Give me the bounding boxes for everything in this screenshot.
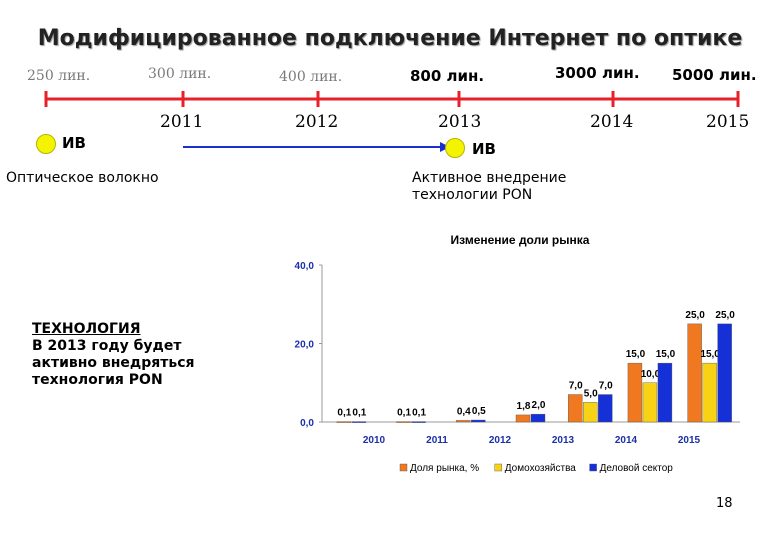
legend-swatch: [589, 463, 597, 472]
x-tick-label: 2014: [615, 435, 638, 446]
data-label: 0,1: [337, 408, 351, 419]
data-label: 0,1: [397, 408, 411, 419]
marker-circle-icon: [445, 138, 465, 158]
bar: [411, 421, 426, 423]
legend-swatch: [399, 463, 408, 472]
x-tick-label: 2011: [426, 435, 448, 446]
bar: [336, 421, 352, 423]
line-count-label: 400 лин.: [279, 69, 342, 85]
marker-caption-line: Активное внедрение: [412, 170, 567, 186]
bar: [687, 323, 702, 423]
y-tick-label: 20,0: [295, 340, 315, 351]
data-label: 5,0: [584, 388, 598, 399]
bar: [642, 382, 658, 423]
bar: [456, 420, 471, 423]
bar: [515, 414, 531, 423]
data-label: 1,8: [517, 401, 531, 412]
marker-caption: Оптическое волокно: [6, 170, 159, 186]
data-label: 2,0: [532, 400, 546, 411]
technology-heading: ТЕХНОЛОГИЯ: [32, 321, 141, 337]
legend-swatch: [494, 463, 503, 472]
data-label: 15,0: [700, 349, 720, 360]
marker-circle-icon: [36, 134, 56, 154]
slide-title: Модифицированное подключение Интернет по…: [37, 26, 743, 51]
data-label: 15,0: [656, 349, 676, 360]
chart-title: Изменение доли рынка: [451, 233, 590, 247]
year-label: 2014: [590, 112, 633, 132]
marker-caption-line: технологии PON: [412, 187, 533, 203]
bar: [583, 402, 598, 423]
bar: [657, 362, 673, 423]
timeline: 250 лин. 300 лин. 400 лин. 800 лин. 3000 лин…: [27, 64, 757, 152]
line-count-label: 300 лин.: [148, 66, 211, 82]
x-tick-label: 2010: [363, 435, 386, 446]
y-tick-label: 40,0: [295, 261, 315, 272]
bar: [717, 323, 732, 423]
line-count-label: 3000 лин.: [555, 64, 640, 82]
technology-body: В 2013 году будет активно внедряться тех…: [32, 338, 195, 388]
bar: [627, 362, 643, 423]
bar: [568, 394, 583, 423]
legend-entry: Доля рынка, %: [410, 463, 479, 474]
bar: [396, 421, 411, 423]
line-count-label: 250 лин.: [27, 68, 90, 84]
data-label: 10,0: [641, 369, 661, 380]
bar: [702, 362, 717, 423]
line-count-label: 800 лин.: [410, 67, 484, 85]
x-tick-label: 2015: [678, 435, 701, 446]
data-label: 0,1: [352, 408, 366, 419]
legend-entry: Домохозяйства: [505, 463, 576, 474]
data-label: 7,0: [569, 381, 583, 392]
data-label: 25,0: [715, 310, 735, 321]
page-number: 18: [716, 496, 733, 511]
year-label: 2011: [160, 112, 203, 132]
bar: [530, 413, 546, 423]
x-tick-label: 2012: [489, 435, 512, 446]
data-label: 7,0: [599, 381, 613, 392]
marker-label: ИВ: [62, 134, 86, 152]
legend-entry: Деловой сектор: [600, 463, 674, 474]
year-label: 2012: [295, 112, 338, 132]
bar: [351, 421, 367, 423]
data-label: 0,5: [472, 406, 486, 417]
year-label: 2015: [706, 112, 749, 132]
technology-note: ТЕХНОЛОГИЯ В 2013 году будет активно вне…: [32, 321, 242, 389]
year-label: 2013: [438, 112, 481, 132]
x-tick-label: 2013: [552, 435, 575, 446]
y-tick-label: 0,0: [300, 418, 314, 429]
data-label: 15,0: [626, 349, 646, 360]
data-label: 25,0: [685, 310, 705, 321]
data-label: 0,4: [457, 406, 471, 417]
marker-label: ИВ: [472, 140, 496, 158]
line-count-label: 5000 лин.: [672, 66, 757, 84]
data-label: 0,1: [412, 408, 426, 419]
bar: [471, 419, 486, 423]
bar: [598, 394, 613, 423]
